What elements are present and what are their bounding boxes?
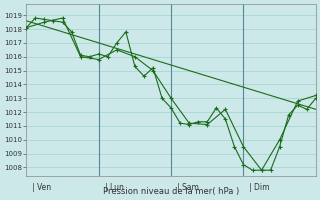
Text: | Ven: | Ven — [32, 183, 52, 192]
Text: | Lun: | Lun — [105, 183, 124, 192]
X-axis label: Pression niveau de la mer( hPa ): Pression niveau de la mer( hPa ) — [103, 187, 239, 196]
Text: | Dim: | Dim — [250, 183, 270, 192]
Text: | Sam: | Sam — [177, 183, 199, 192]
